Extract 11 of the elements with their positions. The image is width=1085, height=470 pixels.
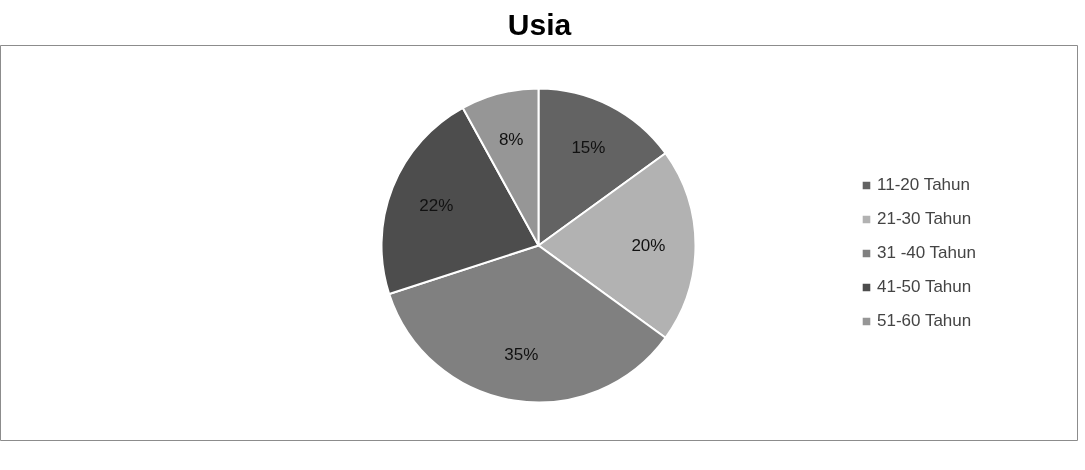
legend-label: 11-20 Tahun <box>877 175 970 195</box>
legend-label: 41-50 Tahun <box>877 277 972 297</box>
legend-label: 51-60 Tahun <box>877 311 972 331</box>
legend-label: 21-30 Tahun <box>877 209 972 229</box>
chart-title: Usia <box>507 7 572 41</box>
data-label: 22% <box>419 195 454 215</box>
data-label: 15% <box>571 138 606 158</box>
legend-label: 31 -40 Tahun <box>877 243 976 263</box>
data-label: 20% <box>631 236 666 255</box>
data-label: 8% <box>498 129 524 149</box>
data-label: 35% <box>504 344 539 364</box>
